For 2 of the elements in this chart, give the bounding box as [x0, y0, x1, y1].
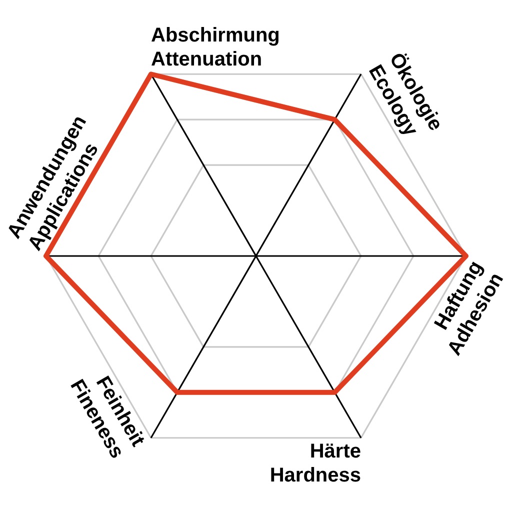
spoke-label: Abschirmung Attenuation: [151, 24, 280, 71]
spoke-label: Härte Hardness: [270, 440, 361, 486]
